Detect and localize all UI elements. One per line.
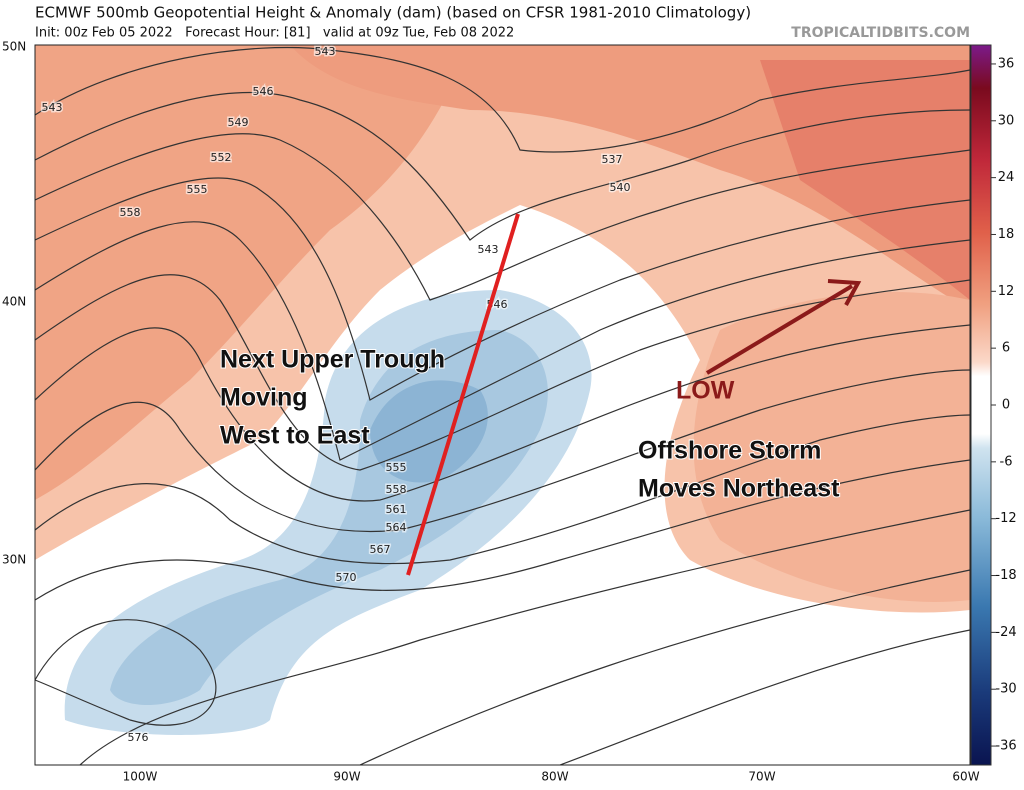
positive-anomaly-strong — [35, 45, 470, 500]
contour-label: 555 — [386, 461, 407, 474]
contour-label: 546 — [253, 85, 274, 98]
annotation: West to East — [220, 422, 370, 450]
colorbar-label: 12 — [998, 284, 1015, 299]
colorbar-label: 30 — [998, 113, 1015, 128]
colorbar-label: -24 — [995, 625, 1016, 640]
contour-label: 564 — [386, 521, 407, 534]
contour-label: 561 — [386, 503, 407, 516]
lon-label: 80W — [541, 770, 568, 784]
annotation: Next Upper Trough — [220, 346, 445, 374]
contour-label: 570 — [336, 571, 357, 584]
map-area: 5435465495525555585435375405435465555585… — [34, 44, 971, 766]
lat-label: 30N — [2, 553, 26, 567]
colorbar-label: -6 — [1000, 454, 1013, 469]
contour-labels: 5435465495525555585435375405435465555585… — [40, 44, 632, 746]
title: ECMWF 500mb Geopotential Height & Anomal… — [35, 4, 751, 22]
colorbar — [970, 44, 992, 766]
storm-arrow — [705, 284, 854, 375]
contour-label: 543 — [315, 45, 336, 58]
colorbar-label: 0 — [1002, 398, 1010, 413]
site-credit: TROPICALTIDBITS.COM — [791, 25, 970, 41]
contour-label: 549 — [228, 116, 249, 129]
colorbar-label: -30 — [995, 682, 1016, 697]
lon-label: 70W — [748, 770, 775, 784]
contour-label: 552 — [211, 151, 232, 164]
colorbar-label: -36 — [995, 739, 1016, 754]
height-contours — [34, 46, 971, 766]
lon-label: 60W — [952, 770, 979, 784]
map-frame — [34, 44, 971, 766]
lat-label: 50N — [2, 40, 26, 54]
lat-label: 40N — [2, 295, 26, 309]
contour-label: 567 — [370, 543, 391, 556]
colorbar-label: -12 — [995, 511, 1016, 526]
contour-label: 537 — [602, 153, 623, 166]
colorbar-label: 18 — [998, 227, 1015, 242]
contour-label: 558 — [386, 483, 407, 496]
contour-label: 555 — [187, 183, 208, 196]
colorbar-label: 24 — [998, 170, 1015, 185]
contour-label: 576 — [128, 731, 149, 744]
contour-label: 540 — [610, 181, 631, 194]
colorbar-label: -18 — [995, 568, 1016, 583]
positive-anomaly-strongest — [760, 60, 970, 300]
annotation: Moving — [220, 384, 308, 412]
contour-label: 543 — [478, 243, 499, 256]
lon-label: 100W — [123, 770, 158, 784]
colorbar-label: 6 — [1002, 341, 1010, 356]
annotation: Offshore Storm — [638, 437, 821, 465]
lon-label: 90W — [333, 770, 360, 784]
subtitle: Init: 00z Feb 05 2022 Forecast Hour: [81… — [35, 26, 514, 41]
low-label: LOW — [676, 377, 735, 405]
colorbar-label: 36 — [998, 56, 1015, 71]
contour-label: 558 — [120, 206, 141, 219]
trough-axis — [406, 213, 520, 576]
annotation: Moves Northeast — [638, 475, 840, 503]
arrow-head — [827, 279, 862, 306]
contour-label: 543 — [42, 101, 63, 114]
